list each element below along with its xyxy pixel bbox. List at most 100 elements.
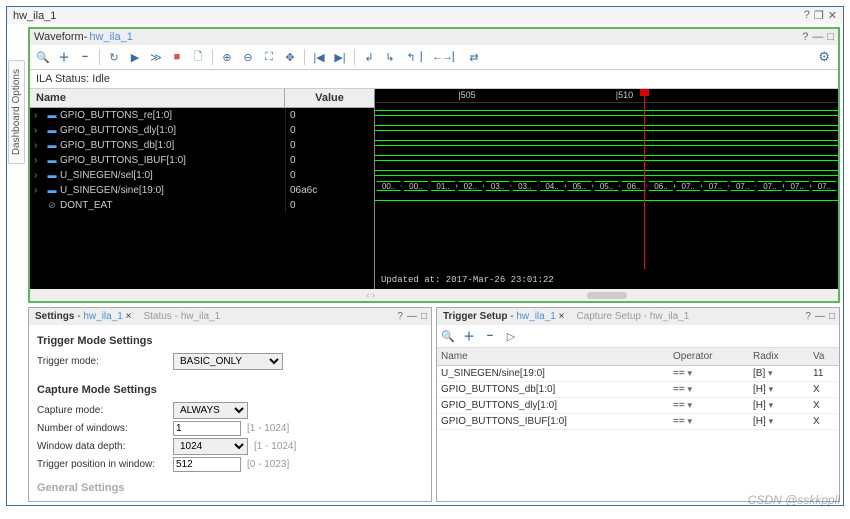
- tab-status[interactable]: Status - hw_ila_1: [137, 308, 226, 325]
- ruler-tick: |505: [458, 90, 475, 100]
- signal-row[interactable]: ⊘DONT_EAT0: [30, 198, 374, 213]
- body: Waveform - hw_ila_1 ? — □ 🔍 ＋ − ↻ ▶ ≫ ■ …: [25, 24, 843, 505]
- go-first-icon[interactable]: |◀: [310, 48, 328, 66]
- watermark: CSDN @sskkppll: [748, 493, 840, 507]
- col-name[interactable]: Name: [437, 348, 669, 366]
- close-icon[interactable]: ✕: [828, 9, 837, 22]
- go-last-icon[interactable]: ▶|: [331, 48, 349, 66]
- num-windows-input[interactable]: [173, 421, 241, 436]
- trig-pos-label: Trigger position in window:: [37, 459, 167, 470]
- settings-body: Trigger Mode Settings Trigger mode: BASI…: [29, 325, 431, 501]
- ruler-tick: |510: [616, 90, 633, 100]
- waveform-titlebar: Waveform - hw_ila_1 ? — □: [30, 29, 838, 45]
- trigger-row[interactable]: U_SINEGEN/sine[19:0]== ▾[B] ▾11: [437, 366, 839, 382]
- depth-hint: [1 - 1024]: [254, 441, 296, 452]
- refresh-icon[interactable]: ↻: [105, 48, 123, 66]
- num-windows-label: Number of windows:: [37, 423, 167, 434]
- col-radix[interactable]: Radix: [749, 348, 809, 366]
- trigger-row[interactable]: GPIO_BUTTONS_dly[1:0]== ▾[H] ▾X: [437, 398, 839, 414]
- trace-row: [375, 133, 838, 148]
- trigger-table: Name Operator Radix Va U_SINEGEN/sine[19…: [437, 348, 839, 430]
- general-heading: General Settings: [37, 482, 423, 494]
- capture-mode-select[interactable]: ALWAYS: [173, 402, 248, 419]
- num-windows-hint: [1 - 1024]: [247, 423, 289, 434]
- signal-row[interactable]: ›▬U_SINEGEN/sel[1:0]0: [30, 168, 374, 183]
- trig-pos-input[interactable]: [173, 457, 241, 472]
- minimize-icon[interactable]: —: [407, 311, 417, 322]
- remove-icon[interactable]: −: [481, 327, 499, 345]
- run-fast-icon[interactable]: ≫: [147, 48, 165, 66]
- minimize-icon[interactable]: —: [815, 311, 825, 322]
- settings-panel: Settings - hw_ila_1 × Status - hw_ila_1 …: [28, 307, 432, 502]
- capture-mode-label: Capture mode:: [37, 405, 167, 416]
- maximize-icon[interactable]: □: [829, 311, 835, 322]
- signal-row[interactable]: ›▬GPIO_BUTTONS_re[1:0]0: [30, 108, 374, 123]
- trigger-mode-label: Trigger mode:: [37, 356, 167, 367]
- search-icon[interactable]: 🔍: [34, 48, 52, 66]
- hscroll-left[interactable]: ‹ ›: [30, 289, 375, 301]
- tab-trigger-setup[interactable]: Trigger Setup - hw_ila_1 ×: [437, 308, 570, 325]
- ruler: |505 |510: [375, 89, 838, 103]
- export-icon[interactable]: 🗋: [189, 48, 207, 66]
- trace-row: [375, 193, 838, 208]
- stop-icon[interactable]: ■: [168, 48, 186, 66]
- zoom-cursor-icon[interactable]: ✥: [281, 48, 299, 66]
- search-icon[interactable]: 🔍: [439, 327, 457, 345]
- waveform-subtitle: hw_ila_1: [89, 31, 132, 43]
- col-value[interactable]: Value: [285, 89, 374, 107]
- help-icon[interactable]: ?: [397, 311, 403, 322]
- cursor[interactable]: [644, 89, 645, 269]
- sidebar-tab-dashboard-options[interactable]: Dashboard Options: [8, 60, 25, 164]
- waveform-body: Name Value ›▬GPIO_BUTTONS_re[1:0]0›▬GPIO…: [30, 89, 838, 289]
- minimize-icon[interactable]: —: [812, 31, 823, 43]
- help-icon[interactable]: ?: [804, 9, 810, 22]
- settings-tabs: Settings - hw_ila_1 × Status - hw_ila_1 …: [29, 308, 431, 325]
- maximize-icon[interactable]: □: [421, 311, 427, 322]
- depth-select[interactable]: 1024: [173, 438, 248, 455]
- add-icon[interactable]: ＋: [55, 48, 73, 66]
- tab-settings[interactable]: Settings - hw_ila_1 ×: [29, 308, 137, 325]
- signal-row[interactable]: ›▬GPIO_BUTTONS_IBUF[1:0]0: [30, 153, 374, 168]
- main-window: hw_ila_1 ? ❐ ✕ Dashboard Options Wavefor…: [6, 6, 844, 506]
- zoom-in-icon[interactable]: ⊕: [218, 48, 236, 66]
- prev-edge-icon[interactable]: ↲: [360, 48, 378, 66]
- trigger-mode-select[interactable]: BASIC_ONLY: [173, 353, 283, 370]
- zoom-fit-icon[interactable]: ⛶: [260, 48, 278, 66]
- help-icon[interactable]: ?: [805, 311, 811, 322]
- signal-row[interactable]: ›▬U_SINEGEN/sine[19:0]06a6c: [30, 183, 374, 198]
- col-op[interactable]: Operator: [669, 348, 749, 366]
- signal-rows: ›▬GPIO_BUTTONS_re[1:0]0›▬GPIO_BUTTONS_dl…: [30, 108, 374, 289]
- signal-row[interactable]: ›▬GPIO_BUTTONS_db[1:0]0: [30, 138, 374, 153]
- restore-icon[interactable]: ❐: [814, 9, 824, 22]
- maximize-icon[interactable]: □: [827, 31, 834, 43]
- trace-row: [375, 103, 838, 118]
- trig-pos-hint: [0 - 1023]: [247, 459, 289, 470]
- next-edge-icon[interactable]: ↳: [381, 48, 399, 66]
- trace-row: [375, 148, 838, 163]
- swap-icon[interactable]: ⇄: [465, 48, 483, 66]
- signal-row[interactable]: ›▬GPIO_BUTTONS_dly[1:0]0: [30, 123, 374, 138]
- trigger-mode-heading: Trigger Mode Settings: [37, 335, 423, 347]
- trigger-row[interactable]: GPIO_BUTTONS_db[1:0]== ▾[H] ▾X: [437, 382, 839, 398]
- trace-row: 00..00..01..02..03..03..04..05..05..06..…: [375, 178, 838, 193]
- bottom-panels: Settings - hw_ila_1 × Status - hw_ila_1 …: [28, 307, 840, 502]
- marker2-icon[interactable]: →⎸: [444, 48, 462, 66]
- marker-icon[interactable]: ⎸←: [423, 48, 441, 66]
- signal-header: Name Value: [30, 89, 374, 108]
- tab-capture-setup[interactable]: Capture Setup - hw_ila_1: [570, 308, 695, 325]
- col-name[interactable]: Name: [30, 89, 285, 107]
- traces: 00..00..01..02..03..03..04..05..05..06..…: [375, 103, 838, 208]
- gear-icon[interactable]: ⚙: [814, 49, 834, 65]
- zoom-out-icon[interactable]: ⊖: [239, 48, 257, 66]
- help-icon[interactable]: ?: [802, 31, 808, 43]
- remove-icon[interactable]: −: [76, 48, 94, 66]
- hscroll-right[interactable]: [375, 289, 838, 301]
- run-icon[interactable]: ▶: [126, 48, 144, 66]
- add-icon[interactable]: ＋: [460, 327, 478, 345]
- prev-tr-icon[interactable]: ↰: [402, 48, 420, 66]
- trigger-row[interactable]: GPIO_BUTTONS_IBUF[1:0]== ▾[H] ▾X: [437, 414, 839, 430]
- trigger-icon[interactable]: ▷: [502, 327, 520, 345]
- col-val[interactable]: Va: [809, 348, 839, 366]
- wave-pane[interactable]: |505 |510 00..00..01..02..03..03..04..05…: [375, 89, 838, 289]
- updated-at: Updated at: 2017-Mar-26 23:01:22: [381, 275, 554, 285]
